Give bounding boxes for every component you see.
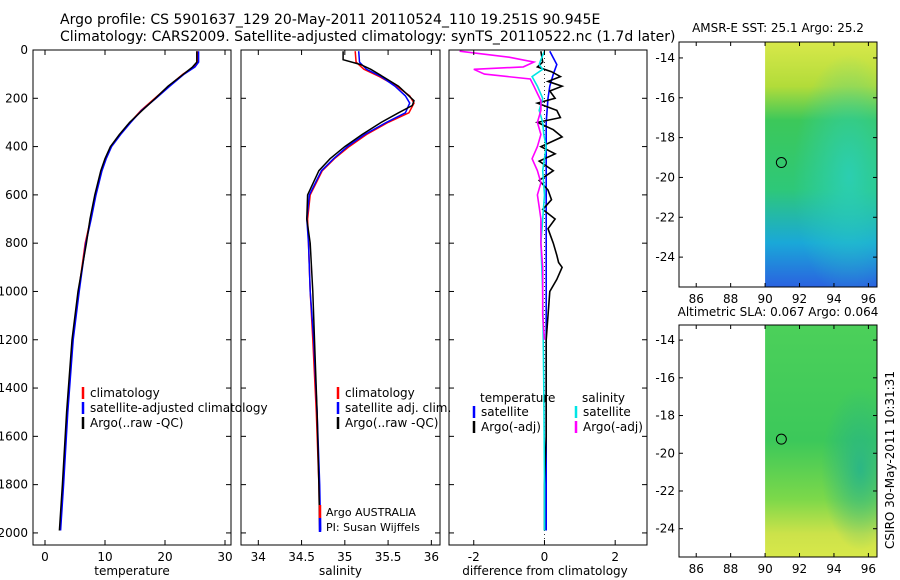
x-tick-label: 96 — [861, 292, 876, 306]
argo-location-marker — [775, 157, 787, 169]
difference-profile-series-0 — [545, 50, 558, 531]
legend-label: Argo(-adj) — [583, 420, 643, 434]
legend-label: satellite-adjusted climatology — [90, 401, 268, 415]
x-tick-label: 90 — [757, 562, 772, 576]
altimetric-sla-map-field-detail — [765, 325, 877, 557]
x-tick-label: 86 — [689, 292, 704, 306]
x-tick-label: 90 — [757, 292, 772, 306]
temperature-profile-series-2 — [58, 51, 198, 531]
amsre-sst-map-frame — [678, 41, 878, 288]
legend-label: climatology — [90, 386, 160, 400]
legend-label: Argo(-adj) — [481, 420, 541, 434]
salinity-profile-series-0 — [306, 51, 415, 531]
salinity-profile-xlabel: salinity — [319, 564, 362, 578]
y-tick-label: 0 — [20, 43, 28, 57]
argo-annotation: Argo AUSTRALIA — [326, 506, 416, 519]
y-tick-label: 1000 — [0, 284, 28, 298]
y-tick-label: -22 — [655, 210, 675, 224]
y-tick-label: 1200 — [0, 333, 28, 347]
y-tick-label: -16 — [655, 371, 675, 385]
y-tick-label: -24 — [655, 522, 675, 536]
y-tick-label: 1600 — [0, 429, 28, 443]
y-tick-label: 1800 — [0, 478, 28, 492]
y-tick-label: -16 — [655, 91, 675, 105]
legend-label: satellite — [583, 405, 631, 419]
salinity-profile-series-1 — [306, 51, 411, 531]
x-tick-label: 35 — [337, 550, 352, 564]
x-tick-label: 96 — [861, 562, 876, 576]
x-tick-label: 30 — [217, 550, 232, 564]
salinity-profile-frame — [240, 49, 441, 546]
x-tick-label: 34 — [251, 550, 266, 564]
amsre-sst-map-field-detail — [765, 42, 877, 287]
y-tick-label: -18 — [655, 409, 675, 423]
x-tick-label: 88 — [723, 292, 738, 306]
pi-annotation: PI: Susan Wijffels — [326, 521, 420, 534]
x-tick-label: 34.5 — [288, 550, 315, 564]
y-tick-label: 200 — [5, 91, 28, 105]
y-tick-label: -14 — [655, 333, 675, 347]
y-tick-label: 800 — [5, 236, 28, 250]
temperature-profile-frame — [32, 49, 232, 546]
x-tick-label: -2 — [468, 550, 480, 564]
y-tick-label: -24 — [655, 250, 675, 264]
x-tick-label: 2 — [611, 550, 619, 564]
legend-label: climatology — [345, 386, 415, 400]
y-tick-label: -18 — [655, 131, 675, 145]
side-stamp: CSIRO 30-May-2011 10:31:31 — [883, 371, 897, 549]
altimetric-sla-map-title: Altimetric SLA: 0.067 Argo: 0.064 — [678, 305, 879, 319]
x-tick-label: 10 — [97, 550, 112, 564]
x-tick-label: 0 — [41, 550, 49, 564]
legend-label: Argo(..raw -QC) — [345, 416, 438, 430]
temperature-profile-xlabel: temperature — [94, 564, 169, 578]
header-line-1: Argo profile: CS 5901637_129 20-May-2011… — [60, 12, 601, 28]
header-line-2: Climatology: CARS2009. Satellite-adjuste… — [60, 29, 676, 45]
legend-label: Argo(..raw -QC) — [90, 416, 183, 430]
difference-profile-frame — [448, 49, 648, 546]
salinity-profile-series-2 — [306, 51, 415, 531]
legend-label: satellite adj. clim. — [345, 401, 451, 415]
x-tick-label: 0 — [541, 550, 549, 564]
y-tick-label: 400 — [5, 140, 28, 154]
difference-profile-series-3 — [459, 50, 546, 340]
y-tick-label: -20 — [655, 170, 675, 184]
x-tick-label: 88 — [723, 562, 738, 576]
legend-group-title: salinity — [582, 391, 625, 405]
y-tick-label: -14 — [655, 51, 675, 65]
x-tick-label: 86 — [689, 562, 704, 576]
x-tick-label: 94 — [826, 562, 841, 576]
y-tick-label: -20 — [655, 446, 675, 460]
argo-location-marker — [775, 433, 787, 445]
altimetric-sla-map-frame — [678, 324, 878, 558]
difference-profile-xlabel: difference from climatology — [462, 564, 628, 578]
difference-profile-series-1 — [534, 51, 565, 531]
amsre-sst-map-title: AMSR-E SST: 25.1 Argo: 25.2 — [692, 21, 864, 35]
x-tick-label: 94 — [826, 292, 841, 306]
x-tick-label: 35.5 — [375, 550, 402, 564]
legend-group-title: temperature — [480, 391, 555, 405]
y-tick-label: 1400 — [0, 381, 28, 395]
x-tick-label: 92 — [792, 562, 807, 576]
x-tick-label: 20 — [157, 550, 172, 564]
x-tick-label: 92 — [792, 292, 807, 306]
y-tick-label: 600 — [5, 188, 28, 202]
y-tick-label: 2000 — [0, 526, 28, 540]
y-tick-label: -22 — [655, 484, 675, 498]
x-tick-label: 36 — [424, 550, 439, 564]
legend-label: satellite — [481, 405, 529, 419]
